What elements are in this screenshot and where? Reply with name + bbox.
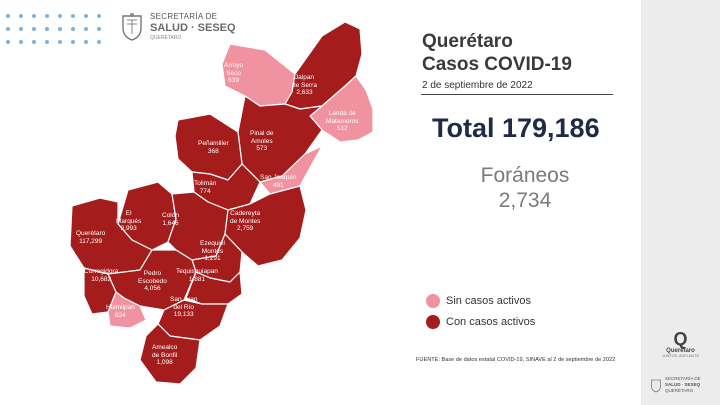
decorative-dot (97, 14, 101, 18)
page-title: Querétaro Casos COVID-19 (422, 30, 572, 76)
foraneos-label: Foráneos (480, 164, 570, 187)
label-colon: Colón 1,646 (162, 212, 179, 227)
decorative-dot (45, 40, 49, 44)
decorative-dot (32, 14, 36, 18)
queretaro-brand-logo: Q Querétaro JUNTOS, ADELANTE (641, 330, 720, 358)
region-san-joaquin (259, 145, 323, 195)
label-pinal-de-amoles: Pinal de Amoles 573 (250, 130, 274, 152)
decorative-dot (71, 14, 75, 18)
title-subject: Casos COVID-19 (422, 54, 572, 75)
legend-sin-casos: Sin casos activos (426, 294, 535, 308)
label-san-joaquin: San Joaquín 491 (260, 174, 297, 189)
legend-swatch-sin (426, 294, 440, 308)
date-divider (421, 94, 613, 95)
label-landa-de-matamoros: Landa de Matamoros 512 (326, 110, 359, 132)
municipality-map (69, 21, 374, 385)
logo-line1: SECRETARÍA DE (150, 12, 218, 21)
map-legend: Sin casos activos Con casos activos (426, 294, 535, 336)
decorative-dots (6, 14, 106, 46)
label-penamiller: Peñamiller 368 (198, 140, 229, 155)
seseq-logo: SECRETARÍA DE SALUD · SESEQ QUERÉTARO (120, 12, 236, 42)
label-san-juan-del-rio: San Juan del Río 19,133 (170, 296, 198, 318)
queretaro-map: Arroyo Seco 639 Jalpan de Serra 2,633 La… (60, 14, 390, 394)
decorative-dot (19, 27, 23, 31)
label-huimilpan: Huimilpan 624 (106, 304, 135, 319)
brand-tagline: JUNTOS, ADELANTE (661, 354, 700, 358)
total-cases: Total 179,186 (432, 113, 600, 143)
label-jalpan-de-serra: Jalpan de Serra 2,633 (292, 74, 317, 96)
seseq-small-line1: SECRETARÍA DE (665, 376, 701, 381)
label-toliman: Tolimán 774 (194, 180, 217, 195)
label-arroyo-seco: Arroyo Seco 639 (224, 62, 244, 84)
decorative-dot (84, 14, 88, 18)
foraneos-value: 2,734 (498, 189, 552, 212)
label-cadereyta: Cadereyta de Montes 2,759 (230, 210, 261, 232)
decorative-dot (6, 27, 10, 31)
decorative-dot (71, 40, 75, 44)
right-sidebar (641, 0, 720, 405)
region-landa-de-matamoros (309, 75, 374, 143)
label-amealco: Amealco de Bonfil 1,098 (152, 344, 178, 366)
coat-of-arms-icon (122, 13, 142, 41)
title-state: Querétaro (422, 31, 513, 52)
decorative-dot (19, 40, 23, 44)
decorative-dot (97, 40, 101, 44)
region-amealco (139, 323, 201, 385)
decorative-dot (6, 14, 10, 18)
foraneos-block: Foráneos 2,734 (460, 163, 590, 213)
decorative-dot (84, 40, 88, 44)
decorative-dot (32, 27, 36, 31)
decorative-dot (45, 27, 49, 31)
legend-label-con: Con casos activos (446, 316, 536, 328)
logo-line2: SALUD · SESEQ (150, 22, 236, 34)
decorative-dot (32, 40, 36, 44)
label-corregidora: Corregidora 10,682 (84, 268, 119, 283)
decorative-dot (45, 14, 49, 18)
region-tequisquiapan (185, 271, 243, 305)
decorative-dot (97, 27, 101, 31)
label-queretaro: Querétaro 117,299 (76, 230, 106, 245)
seseq-small-line3: QUERÉTARO (665, 388, 694, 393)
brand-name: Querétaro (666, 348, 695, 354)
label-pedro-escobedo: Pedro Escobedo 4,056 (138, 270, 167, 292)
label-el-marques: El Marqués 9,993 (116, 210, 142, 232)
legend-con-casos: Con casos activos (426, 315, 535, 329)
coat-of-arms-small-icon (651, 379, 661, 392)
logo-line3: QUERÉTARO (150, 35, 182, 41)
decorative-dot (71, 27, 75, 31)
legend-swatch-con (426, 315, 440, 329)
region-huimilpan (107, 291, 147, 329)
decorative-dot (19, 14, 23, 18)
decorative-dot (6, 40, 10, 44)
label-tequisquiapan: Tequisquiapan 1,881 (176, 268, 218, 283)
decorative-dot (84, 27, 88, 31)
q-mark-icon: Q (673, 329, 688, 349)
decorative-dot (58, 14, 62, 18)
report-date: 2 de septiembre de 2022 (422, 80, 533, 91)
decorative-dot (58, 40, 62, 44)
label-ezequiel-montes: Ezequiel Montes 1,291 (200, 240, 225, 262)
seseq-small-logo: SECRETARÍA DE SALUD · SESEQ QUERÉTARO (650, 376, 701, 394)
source-note: FUENTE: Base de datos estatal COVID-19, … (416, 357, 616, 363)
seseq-small-line2: SALUD · SESEQ (665, 382, 701, 387)
decorative-dot (58, 27, 62, 31)
legend-label-sin: Sin casos activos (446, 295, 531, 307)
